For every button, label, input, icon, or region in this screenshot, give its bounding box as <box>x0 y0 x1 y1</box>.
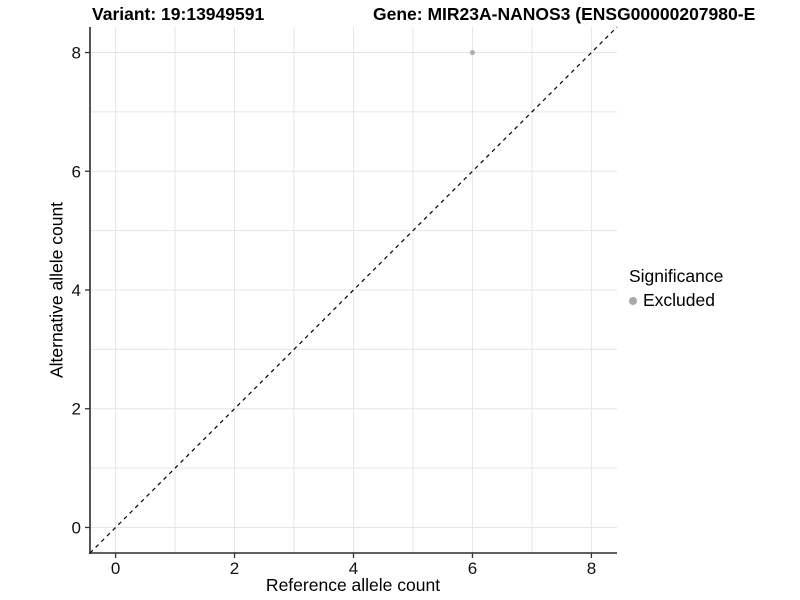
y-axis-tick-label: 8 <box>72 44 81 63</box>
x-axis-tick-label: 2 <box>230 559 239 578</box>
plot-title-variant: Variant: 19:13949591 <box>92 4 265 24</box>
legend-title: Significance <box>629 266 724 286</box>
y-axis-tick-label: 4 <box>72 281 81 300</box>
y-axis-tick-label: 2 <box>72 400 81 419</box>
legend: Significance Excluded <box>629 266 723 311</box>
x-axis-tick-label: 4 <box>349 559 358 578</box>
x-axis-tick-label: 8 <box>587 559 596 578</box>
y-axis-tick-label: 6 <box>72 162 81 181</box>
x-axis-tick-label: 6 <box>468 559 477 578</box>
point-icon <box>629 296 637 305</box>
plot-title-gene: Gene: MIR23A-NANOS3 (ENSG00000207980-E <box>373 4 756 24</box>
x-axis-title: Reference allele count <box>265 575 441 595</box>
legend-item-excluded: Excluded <box>629 290 723 311</box>
x-axis-tick-label: 0 <box>111 559 120 578</box>
data-point <box>469 49 476 56</box>
legend-item-label: Excluded <box>643 290 715 310</box>
y-axis-tick-label: 0 <box>72 518 81 537</box>
